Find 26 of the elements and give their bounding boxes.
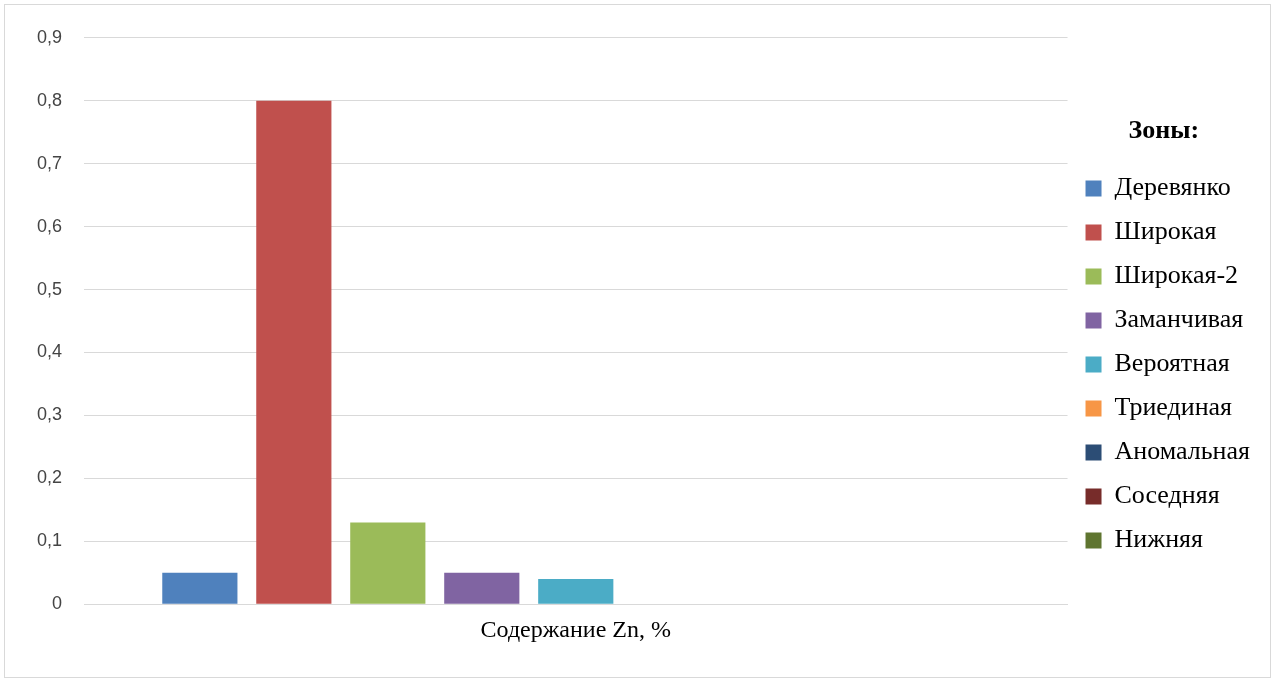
- legend-label: Вероятная: [1114, 348, 1230, 378]
- y-tick-label: 0,2: [36, 467, 63, 488]
- legend-label: Аномальная: [1114, 436, 1251, 466]
- x-tick-label: Содержание Zn, %: [480, 615, 671, 642]
- legend-label: Соседняя: [1114, 480, 1220, 510]
- y-tick-label: 0,8: [36, 89, 63, 110]
- bar: [256, 100, 332, 604]
- y-tick-label: 0,3: [36, 404, 63, 425]
- y-tick-label: 0,6: [36, 215, 63, 236]
- legend-label: Нижняя: [1114, 524, 1204, 554]
- bar: [538, 579, 614, 604]
- bar: [350, 522, 426, 604]
- y-tick-label: 0: [52, 593, 63, 614]
- bar: [162, 572, 238, 604]
- bar: [444, 572, 520, 604]
- legend-label: Заманчивая: [1114, 304, 1244, 334]
- y-tick-label: 0,9: [36, 26, 63, 47]
- y-tick-label: 0,7: [36, 152, 63, 173]
- legend-label: Широкая: [1114, 216, 1217, 246]
- legend-title: Зоны:: [1128, 115, 1200, 145]
- y-tick-label: 0,5: [36, 278, 63, 299]
- legend-label: Широкая-2: [1114, 260, 1239, 290]
- legend-label: Триединая: [1114, 392, 1233, 422]
- legend-label: Деревянко: [1114, 172, 1231, 202]
- y-tick-label: 0,4: [36, 341, 63, 362]
- y-tick-label: 0,1: [36, 530, 63, 551]
